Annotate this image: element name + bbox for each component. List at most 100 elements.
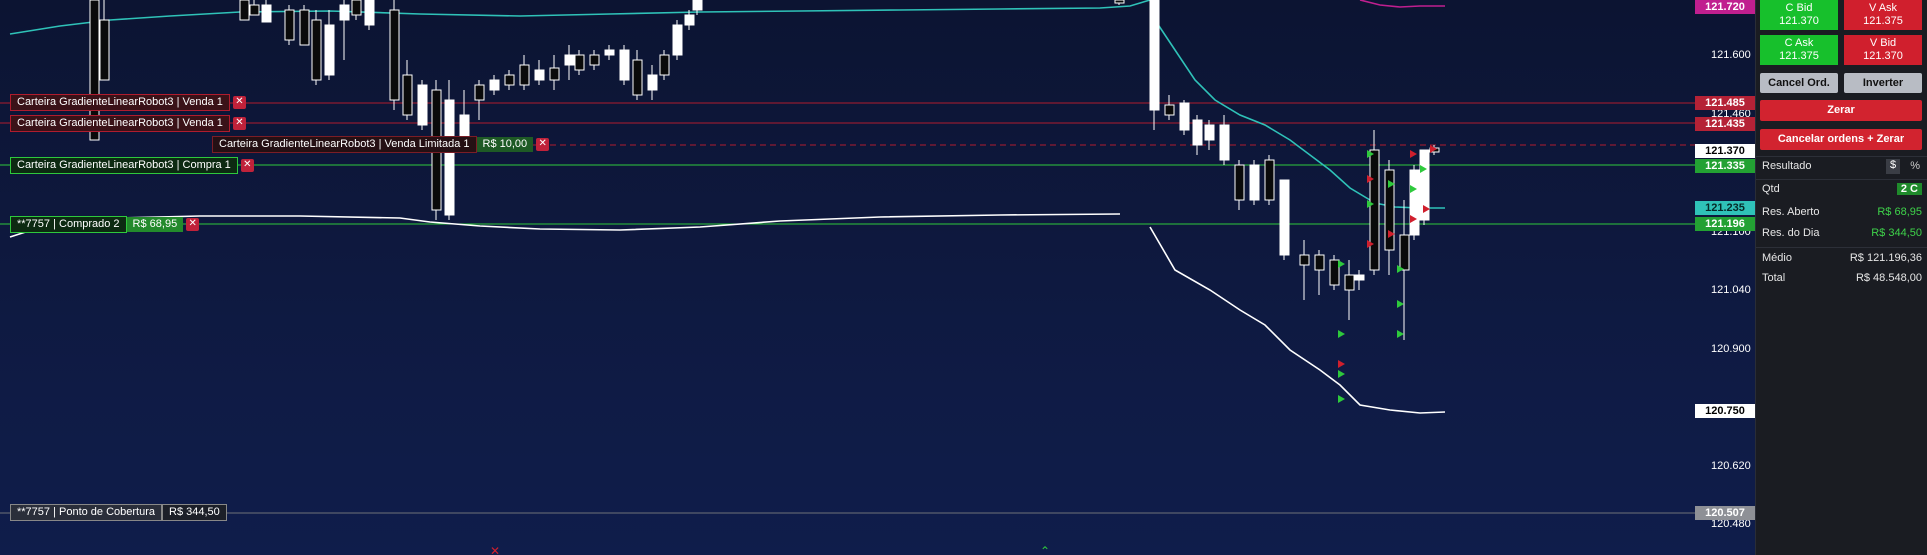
candle-body	[1369, 149, 1380, 271]
price-tag-buy: 121.335	[1695, 159, 1755, 173]
average-row: Médio R$ 121.196,36	[1762, 252, 1922, 268]
price-tag-position: 121.196	[1695, 217, 1755, 231]
price-tag-magenta: 121.720	[1695, 0, 1755, 14]
cancel-and-zero-button[interactable]: Cancelar ordens + Zerar	[1760, 129, 1922, 150]
candle-body	[672, 24, 683, 56]
candle-body	[659, 54, 670, 76]
close-icon[interactable]: ✕	[232, 96, 246, 109]
trade-marker	[1410, 150, 1417, 158]
candle-body	[402, 74, 413, 116]
order-tag-coverage[interactable]: **7757 | Ponto de Cobertura R$ 344,50	[10, 504, 227, 521]
close-icon[interactable]: ✕	[186, 218, 200, 231]
axis-label: 120.620	[1711, 460, 1751, 472]
close-icon[interactable]: ✕	[232, 117, 246, 130]
buy-bid-button[interactable]: C Bid 121.370	[1760, 0, 1838, 30]
percent-toggle[interactable]: %	[1910, 160, 1920, 172]
trade-marker	[1338, 370, 1345, 378]
trade-marker	[1397, 330, 1404, 338]
total-value: R$ 48.548,00	[1855, 272, 1922, 284]
candle-body	[574, 54, 585, 71]
day-result-value: R$ 344,50	[1871, 227, 1922, 239]
trade-marker	[1367, 200, 1374, 208]
candle-body	[324, 24, 335, 76]
candle-body	[339, 4, 350, 21]
order-tag-sell-2[interactable]: Carteira GradienteLinearRobot3 | Venda 1…	[10, 115, 246, 132]
candle-body	[261, 4, 272, 23]
button-value: 121.370	[1779, 15, 1819, 27]
order-label: **7757 | Ponto de Cobertura	[10, 504, 163, 521]
candle-body	[1114, 0, 1125, 4]
candle-body	[619, 49, 630, 81]
sell-bid-button[interactable]: V Bid 121.370	[1844, 35, 1922, 65]
candle-body	[564, 54, 575, 66]
price-tag-low: 120.750	[1695, 404, 1755, 418]
order-label: Carteira GradienteLinearRobot3 | Compra …	[10, 157, 238, 174]
trade-marker	[1423, 205, 1430, 213]
open-result-value: R$ 68,95	[1877, 206, 1922, 218]
candle-body	[299, 9, 310, 46]
trade-panel: C Bid 121.370 V Ask 121.375 C Ask 121.37…	[1755, 0, 1927, 555]
candle-body	[1264, 159, 1275, 201]
candle-body	[474, 84, 485, 101]
trade-marker	[1397, 265, 1404, 273]
trade-marker	[1388, 230, 1395, 238]
divider	[1756, 179, 1927, 180]
order-value: R$ 68,95	[126, 217, 184, 232]
price-tag-last: 121.370	[1695, 144, 1755, 158]
button-value: 121.375	[1779, 50, 1819, 62]
candle-body	[504, 74, 515, 86]
invert-button[interactable]: Inverter	[1844, 73, 1922, 93]
order-value: R$ 10,00	[476, 137, 534, 152]
candle-body	[1344, 274, 1355, 291]
candle-body	[351, 0, 362, 16]
candle-body	[1234, 164, 1245, 201]
buy-ask-button[interactable]: C Ask 121.375	[1760, 35, 1838, 65]
price-tag-sell-1: 121.485	[1695, 96, 1755, 110]
qty-row: Qtd 2 C	[1762, 183, 1922, 199]
total-row: Total R$ 48.548,00	[1762, 272, 1922, 288]
candle-body	[1192, 119, 1203, 146]
qty-value: 2 C	[1896, 183, 1922, 195]
candle-body	[89, 0, 100, 141]
currency-toggle[interactable]: $	[1886, 159, 1900, 174]
axis-label: 121.600	[1711, 49, 1751, 61]
order-label: Carteira GradienteLinearRobot3 | Venda 1	[10, 94, 230, 111]
candle-body	[692, 0, 703, 11]
trade-marker	[1338, 260, 1345, 268]
candle-body	[284, 9, 295, 41]
price-chart[interactable]: ✕ ⌃ 121.600 121.460 121.100 121.040 120.…	[0, 0, 1755, 555]
cancel-orders-button[interactable]: Cancel Ord.	[1760, 73, 1838, 93]
button-label: V Ask	[1868, 2, 1898, 14]
candle-body	[489, 79, 500, 91]
white-band-line-lower	[1149, 226, 1446, 414]
candle-body	[604, 49, 615, 56]
sell-ask-button[interactable]: V Ask 121.375	[1844, 0, 1922, 30]
candle-body	[417, 84, 428, 126]
order-tag-sell-limit[interactable]: Carteira GradienteLinearRobot3 | Venda L…	[212, 136, 550, 153]
candle-body	[1204, 124, 1215, 141]
zero-button[interactable]: Zerar	[1760, 100, 1922, 121]
candle-body	[1409, 169, 1420, 236]
order-tag-sell-1[interactable]: Carteira GradienteLinearRobot3 | Venda 1…	[10, 94, 246, 111]
candle-body	[239, 0, 250, 21]
candles-group	[89, 0, 1440, 403]
chart-canvas: ✕ ⌃	[0, 0, 1755, 555]
order-label: Carteira GradienteLinearRobot3 | Venda 1	[10, 115, 230, 132]
axis-label: 120.900	[1711, 343, 1751, 355]
candle-body	[589, 54, 600, 66]
close-icon[interactable]: ✕	[536, 138, 550, 151]
candle-body	[1354, 274, 1365, 281]
svg-text:✕: ✕	[490, 544, 500, 555]
trade-marker	[1430, 145, 1437, 153]
cyan-average-line-2	[1154, 19, 1445, 209]
divider	[1756, 247, 1927, 248]
open-result-label: Res. Aberto	[1762, 206, 1820, 218]
close-icon[interactable]: ✕	[240, 159, 254, 172]
candle-body	[1164, 104, 1175, 116]
candle-body	[519, 64, 530, 86]
candle-body	[1149, 0, 1160, 111]
order-tag-buy[interactable]: Carteira GradienteLinearRobot3 | Compra …	[10, 157, 254, 174]
axis-label: 120.480	[1711, 518, 1751, 530]
order-tag-position[interactable]: **7757 | Comprado 2 R$ 68,95 ✕	[10, 216, 200, 233]
candle-body	[1314, 254, 1325, 271]
